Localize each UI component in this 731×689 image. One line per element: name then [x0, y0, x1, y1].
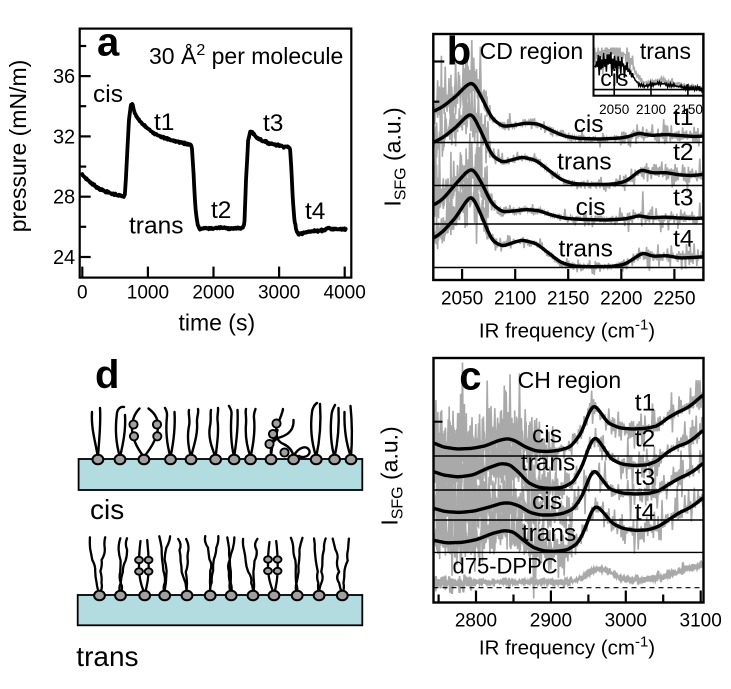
svg-text:t2: t2: [635, 426, 655, 453]
svg-text:24: 24: [53, 247, 75, 269]
svg-text:a: a: [97, 21, 120, 65]
svg-text:2150: 2150: [673, 102, 703, 117]
svg-text:CD region: CD region: [480, 38, 584, 64]
svg-text:t4: t4: [305, 198, 325, 225]
svg-text:IR frequency (cm-1): IR frequency (cm-1): [479, 317, 655, 343]
svg-text:t1: t1: [673, 104, 693, 131]
svg-text:1000: 1000: [127, 283, 169, 304]
svg-text:cis: cis: [576, 194, 606, 221]
svg-text:3000: 3000: [258, 283, 300, 304]
svg-text:4000: 4000: [324, 283, 366, 304]
svg-text:2000: 2000: [192, 283, 234, 304]
svg-text:d: d: [95, 353, 119, 397]
svg-text:pressure (mN/m): pressure (mN/m): [5, 60, 31, 233]
svg-text:t2: t2: [211, 197, 231, 224]
svg-text:trans: trans: [522, 520, 576, 547]
svg-text:2900: 2900: [530, 611, 572, 632]
svg-text:cis: cis: [93, 81, 123, 108]
svg-text:2050: 2050: [441, 289, 483, 310]
svg-text:30 Å2 per molecule: 30 Å2 per molecule: [149, 42, 343, 69]
svg-text:2800: 2800: [455, 611, 497, 632]
svg-text:2250: 2250: [653, 289, 695, 310]
svg-text:28: 28: [53, 187, 75, 209]
svg-text:IR frequency (cm-1): IR frequency (cm-1): [479, 634, 655, 660]
svg-text:CH region: CH region: [518, 367, 622, 393]
svg-text:time (s): time (s): [178, 310, 255, 336]
svg-text:2200: 2200: [600, 289, 642, 310]
svg-text:cis: cis: [532, 488, 562, 515]
svg-text:0: 0: [77, 283, 88, 304]
svg-text:32: 32: [53, 126, 75, 148]
svg-text:t1: t1: [154, 109, 174, 136]
svg-text:trans: trans: [129, 213, 183, 240]
svg-text:2050: 2050: [599, 102, 629, 117]
svg-text:t3: t3: [673, 185, 693, 212]
svg-text:t4: t4: [635, 499, 655, 526]
svg-text:t1: t1: [635, 390, 655, 417]
svg-text:cis: cis: [532, 422, 562, 449]
svg-text:t3: t3: [635, 464, 655, 491]
svg-text:2150: 2150: [547, 289, 589, 310]
svg-text:t3: t3: [263, 110, 283, 137]
svg-text:cis: cis: [90, 494, 124, 525]
svg-text:c: c: [459, 355, 481, 399]
svg-text:2100: 2100: [494, 289, 536, 310]
svg-text:3100: 3100: [680, 611, 722, 632]
svg-text:3000: 3000: [605, 611, 647, 632]
svg-text:trans: trans: [558, 236, 612, 263]
svg-text:b: b: [447, 30, 471, 74]
svg-text:trans: trans: [76, 641, 138, 672]
svg-text:t2: t2: [673, 139, 693, 166]
svg-text:cis: cis: [574, 111, 604, 138]
svg-text:t4: t4: [673, 226, 693, 253]
svg-text:d75-DPPC: d75-DPPC: [453, 554, 558, 579]
svg-text:36: 36: [53, 66, 75, 88]
svg-text:2100: 2100: [636, 102, 666, 117]
svg-text:trans: trans: [557, 149, 611, 176]
svg-text:trans: trans: [521, 450, 575, 477]
svg-text:cis: cis: [600, 65, 628, 91]
svg-text:trans: trans: [640, 38, 691, 64]
